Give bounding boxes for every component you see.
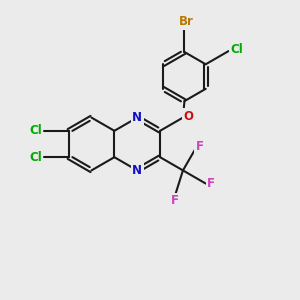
Text: Cl: Cl (29, 151, 42, 164)
Text: Br: Br (178, 15, 194, 28)
Text: N: N (132, 111, 142, 124)
Text: F: F (196, 140, 204, 152)
Text: F: F (170, 194, 178, 207)
Text: Cl: Cl (231, 43, 243, 56)
Text: O: O (183, 110, 194, 123)
Text: N: N (132, 164, 142, 177)
Text: F: F (207, 177, 215, 190)
Text: Cl: Cl (29, 124, 42, 137)
